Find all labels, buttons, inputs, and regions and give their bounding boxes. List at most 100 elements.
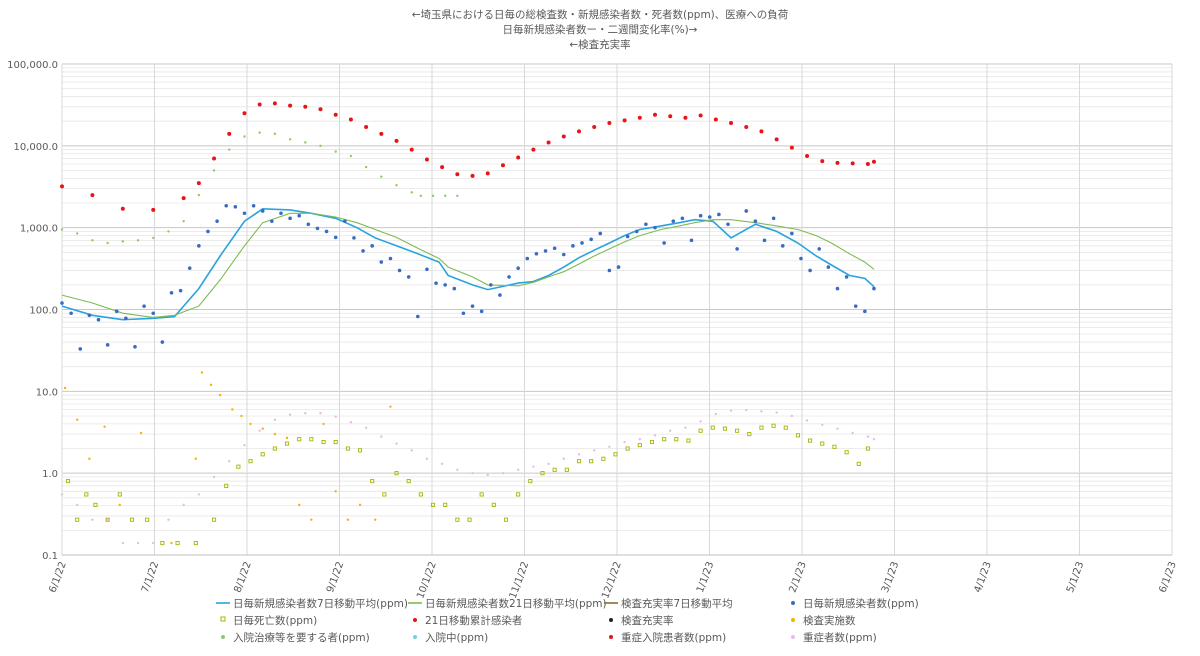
data-point <box>197 493 201 496</box>
data-point <box>182 219 185 223</box>
legend-item: 検査実施数 <box>791 614 856 627</box>
data-point <box>261 427 264 430</box>
data-point <box>592 449 596 452</box>
data-point <box>790 414 794 418</box>
data-point <box>310 518 313 521</box>
data-point <box>532 465 535 468</box>
data-point <box>547 462 550 466</box>
chart-title-line: ←埼玉県における日毎の総検査数・新規感染者数・死者数(ppm)、医療への負荷 <box>412 8 789 21</box>
legend-swatch <box>609 635 613 639</box>
data-point <box>136 541 140 545</box>
data-point <box>516 492 521 497</box>
data-point <box>713 117 718 122</box>
data-point <box>380 435 383 438</box>
data-point <box>418 492 423 497</box>
data-point <box>333 235 338 240</box>
chart-title-group: ←埼玉県における日毎の総検査数・新規感染者数・死者数(ppm)、医療への負荷日毎… <box>412 8 789 51</box>
data-point <box>762 238 767 243</box>
data-point <box>212 169 216 172</box>
data-point <box>304 141 307 144</box>
data-point <box>273 132 277 136</box>
data-point <box>197 244 201 248</box>
data-point <box>233 204 238 209</box>
y-tick-label: 1.0 <box>42 469 58 480</box>
data-point <box>318 107 323 112</box>
data-point <box>835 286 840 291</box>
x-tick-label: 2/1/23 <box>787 560 808 594</box>
legend-item: 入院治療等を要する者(ppm) <box>221 631 370 644</box>
data-point <box>321 440 326 445</box>
data-point <box>872 438 876 441</box>
data-point <box>826 265 831 269</box>
data-point <box>88 457 91 460</box>
data-point <box>856 461 861 466</box>
data-point <box>272 101 277 106</box>
data-point <box>224 204 229 208</box>
data-point <box>167 230 170 233</box>
data-point <box>607 268 612 273</box>
data-point <box>491 502 496 507</box>
data-point <box>60 228 64 231</box>
data-point <box>790 231 794 236</box>
x-tick-label: 9/1/22 <box>325 560 346 594</box>
data-point <box>76 232 79 235</box>
data-point <box>683 115 688 120</box>
data-point <box>306 222 311 227</box>
data-point <box>409 147 414 152</box>
data-point <box>228 460 231 463</box>
data-point <box>285 436 289 440</box>
data-point <box>114 309 119 314</box>
data-point <box>821 423 824 426</box>
data-point <box>577 453 581 456</box>
data-point <box>774 137 779 142</box>
data-point <box>470 173 475 178</box>
data-point <box>175 540 180 546</box>
data-point <box>218 393 222 397</box>
x-tick-label: 5/1/23 <box>1065 560 1086 594</box>
data-point <box>531 147 536 152</box>
data-point <box>160 340 165 344</box>
data-point <box>260 209 265 213</box>
legend-swatch <box>609 618 613 622</box>
data-point <box>760 410 763 413</box>
data-point <box>644 222 648 227</box>
data-point <box>430 502 436 507</box>
data-point <box>231 408 234 411</box>
data-point <box>397 268 402 273</box>
legend-label: 重症者数(ppm) <box>803 631 877 644</box>
data-point <box>60 493 64 496</box>
y-tick-label: 10,000.0 <box>13 142 58 153</box>
data-point <box>528 479 533 484</box>
data-point <box>118 503 121 507</box>
y-tick-label: 0.1 <box>42 551 58 562</box>
data-point <box>722 426 728 431</box>
data-point <box>434 281 438 285</box>
data-point <box>735 428 740 433</box>
data-point <box>608 445 611 448</box>
legend-label: 重症入院患者数(ppm) <box>621 631 726 644</box>
series-line <box>61 212 875 318</box>
data-point <box>589 459 594 464</box>
data-point <box>729 409 733 412</box>
data-point <box>410 191 413 194</box>
data-point <box>297 213 302 218</box>
data-point <box>808 268 812 273</box>
data-point <box>416 314 420 319</box>
data-point <box>467 517 472 522</box>
data-point <box>273 418 277 421</box>
legend-label: 入院治療等を要する者(ppm) <box>233 631 370 644</box>
data-point <box>160 540 165 546</box>
data-point <box>395 184 398 187</box>
data-point <box>865 446 870 451</box>
legend-label: 日毎死亡数(ppm) <box>233 614 317 627</box>
data-point <box>224 483 229 488</box>
data-point <box>747 432 752 437</box>
data-point <box>361 249 365 253</box>
data-point <box>257 102 262 107</box>
data-point <box>120 206 125 211</box>
data-point <box>258 131 261 134</box>
y-tick-label: 100.0 <box>29 306 58 317</box>
data-point <box>780 244 785 248</box>
data-point <box>425 267 429 272</box>
